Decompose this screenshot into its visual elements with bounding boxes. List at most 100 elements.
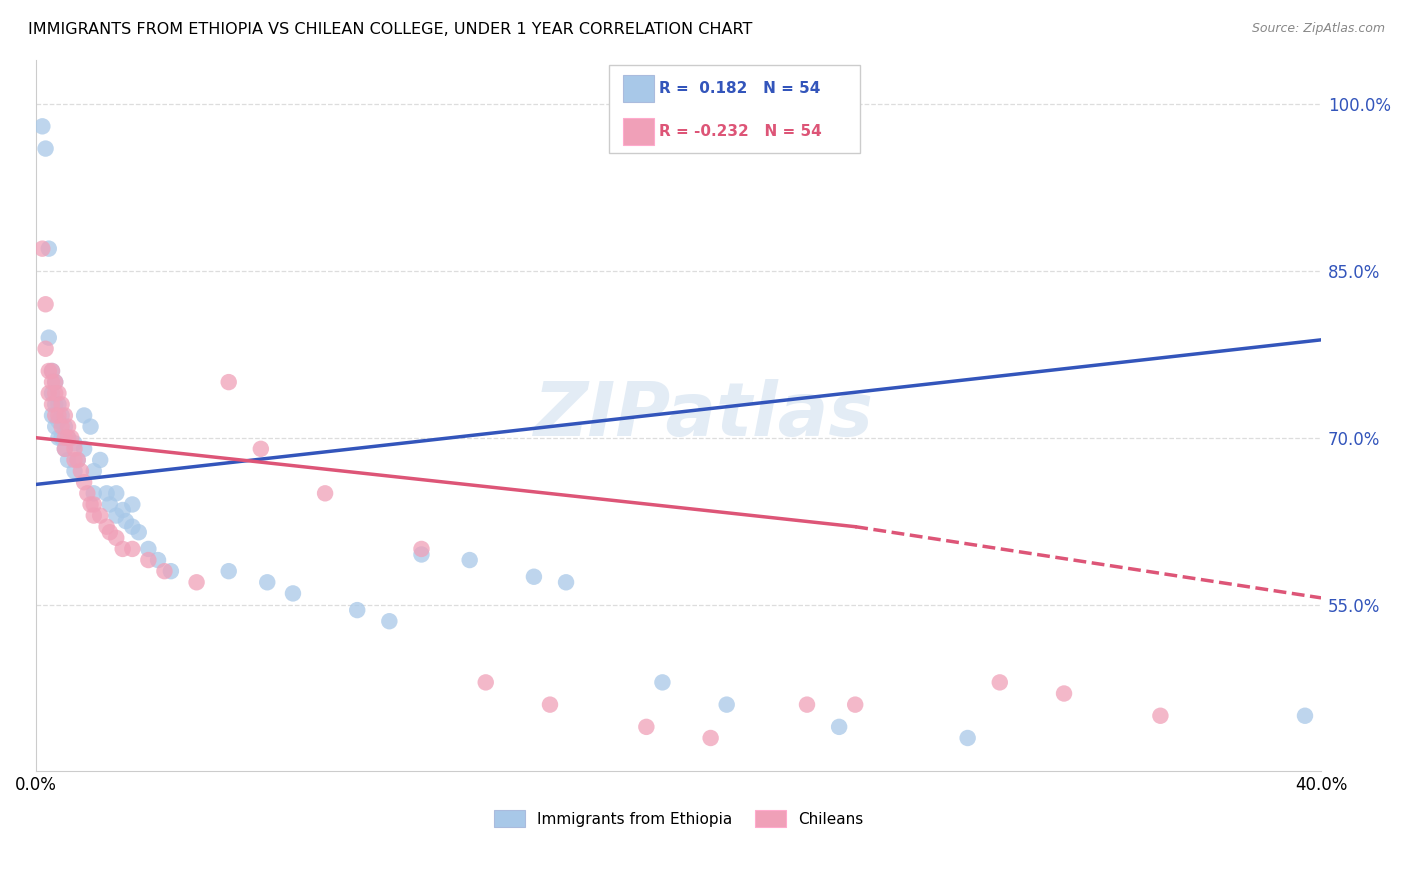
Point: [44, 419, 66, 434]
Point: [73, 409, 96, 423]
Point: [89, 453, 111, 467]
Point: [844, 698, 866, 712]
Legend: Immigrants from Ethiopia, Chileans: Immigrants from Ethiopia, Chileans: [486, 802, 870, 835]
Point: [44, 409, 66, 423]
Point: [411, 541, 433, 556]
Point: [555, 575, 578, 590]
Point: [83, 498, 105, 512]
Point: [1149, 708, 1171, 723]
Point: [41, 364, 63, 378]
Point: [98, 498, 121, 512]
Point: [44, 375, 66, 389]
Point: [51, 419, 73, 434]
Point: [53, 419, 76, 434]
Point: [83, 508, 105, 523]
Point: [56, 431, 79, 445]
Text: R =  0.182   N = 54: R = 0.182 N = 54: [659, 81, 821, 96]
Point: [128, 525, 150, 540]
Point: [48, 431, 70, 445]
Point: [48, 397, 70, 411]
Point: [988, 675, 1011, 690]
Point: [218, 375, 240, 389]
Point: [314, 486, 336, 500]
Point: [796, 698, 818, 712]
Point: [79, 498, 101, 512]
Point: [53, 431, 76, 445]
Point: [51, 431, 73, 445]
Point: [38, 386, 60, 401]
Point: [346, 603, 368, 617]
Point: [138, 541, 160, 556]
Point: [41, 364, 63, 378]
Point: [105, 508, 128, 523]
Point: [146, 553, 169, 567]
Point: [218, 564, 240, 578]
Point: [105, 531, 128, 545]
Point: [38, 331, 60, 345]
Point: [63, 453, 86, 467]
Point: [256, 575, 278, 590]
Point: [41, 397, 63, 411]
Point: [73, 475, 96, 490]
Point: [523, 570, 546, 584]
Point: [44, 386, 66, 401]
Point: [699, 731, 721, 745]
Point: [105, 486, 128, 500]
Point: [96, 486, 118, 500]
Point: [153, 564, 176, 578]
Point: [111, 541, 134, 556]
Point: [48, 409, 70, 423]
Point: [34, 342, 56, 356]
Point: [828, 720, 851, 734]
Point: [250, 442, 273, 456]
Point: [31, 242, 53, 256]
Point: [41, 375, 63, 389]
Point: [51, 409, 73, 423]
Text: Source: ZipAtlas.com: Source: ZipAtlas.com: [1251, 22, 1385, 36]
Point: [79, 419, 101, 434]
Point: [121, 541, 143, 556]
Point: [73, 442, 96, 456]
Point: [41, 386, 63, 401]
Point: [66, 453, 89, 467]
Point: [121, 498, 143, 512]
Point: [70, 464, 93, 478]
Point: [378, 614, 401, 628]
Text: IMMIGRANTS FROM ETHIOPIA VS CHILEAN COLLEGE, UNDER 1 YEAR CORRELATION CHART: IMMIGRANTS FROM ETHIOPIA VS CHILEAN COLL…: [28, 22, 752, 37]
Point: [115, 514, 138, 528]
Point: [281, 586, 304, 600]
Point: [41, 409, 63, 423]
Point: [48, 386, 70, 401]
Point: [160, 564, 183, 578]
Point: [121, 519, 143, 533]
Point: [53, 442, 76, 456]
Point: [83, 464, 105, 478]
Point: [56, 453, 79, 467]
Point: [83, 486, 105, 500]
Point: [53, 409, 76, 423]
Point: [66, 453, 89, 467]
Point: [34, 142, 56, 156]
Point: [63, 442, 86, 456]
Point: [111, 503, 134, 517]
Point: [636, 720, 658, 734]
Point: [651, 675, 673, 690]
Point: [956, 731, 979, 745]
Point: [458, 553, 481, 567]
Point: [34, 297, 56, 311]
Point: [411, 548, 433, 562]
Point: [98, 525, 121, 540]
Point: [38, 242, 60, 256]
Point: [96, 519, 118, 533]
Point: [56, 419, 79, 434]
Point: [44, 397, 66, 411]
Point: [38, 364, 60, 378]
Point: [31, 120, 53, 134]
Point: [53, 442, 76, 456]
Point: [538, 698, 561, 712]
Text: R = -0.232   N = 54: R = -0.232 N = 54: [659, 124, 823, 139]
Point: [44, 375, 66, 389]
Point: [63, 436, 86, 450]
Point: [474, 675, 496, 690]
Point: [76, 486, 98, 500]
